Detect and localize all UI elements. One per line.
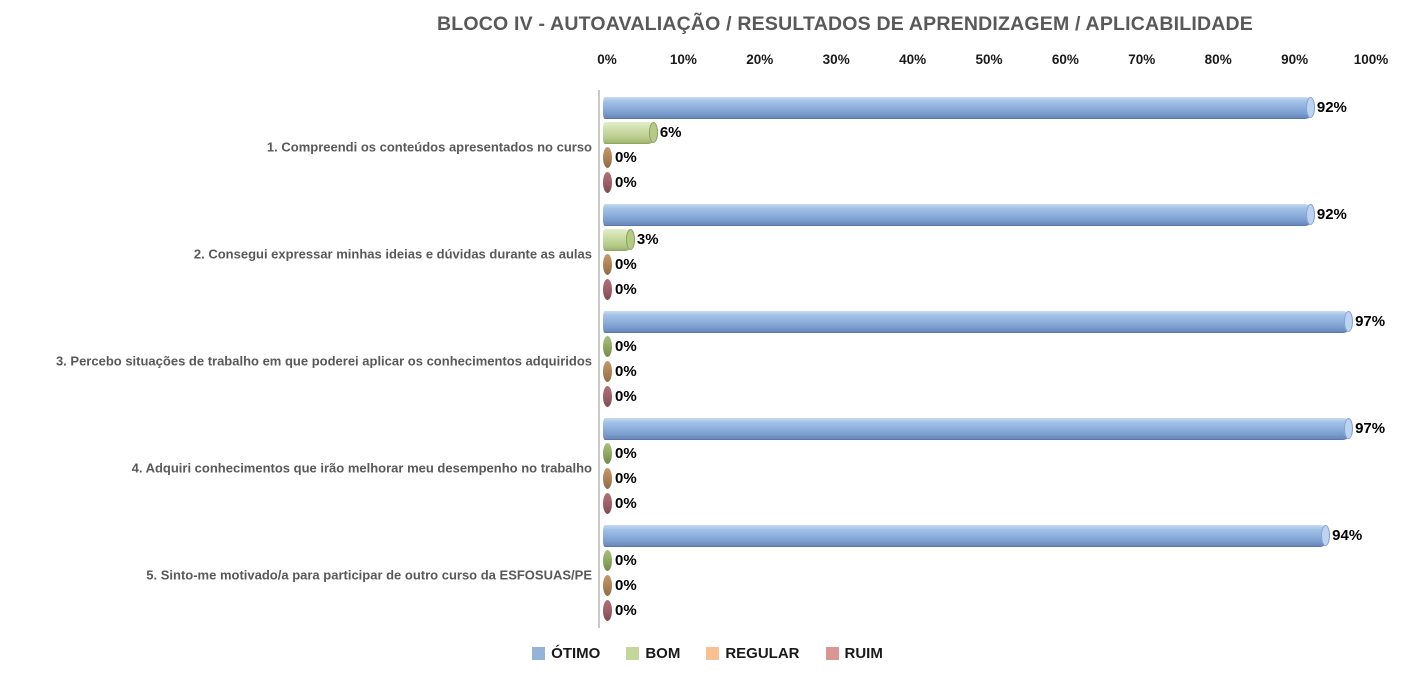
bar-bom bbox=[603, 336, 612, 357]
bar-value-label: 0% bbox=[615, 363, 637, 380]
bar-value-label: 0% bbox=[615, 388, 637, 405]
legend-swatch bbox=[532, 647, 546, 660]
bar-value-label: 0% bbox=[615, 470, 637, 487]
bar-regular bbox=[603, 575, 612, 596]
bar-value-label: 0% bbox=[615, 495, 637, 512]
bar-regular bbox=[603, 468, 612, 489]
legend-label: ÓTIMO bbox=[551, 645, 601, 662]
bar-value-label: 0% bbox=[615, 281, 637, 298]
legend-swatch bbox=[706, 647, 720, 660]
x-axis-tick: 0% bbox=[597, 52, 617, 67]
bar-bom bbox=[603, 229, 635, 251]
category-label: 3. Percebo situações de trabalho em que … bbox=[55, 353, 592, 369]
legend-label: REGULAR bbox=[725, 645, 800, 662]
x-axis-tick: 50% bbox=[975, 52, 1003, 67]
bar-value-label: 0% bbox=[615, 445, 637, 462]
x-axis-tick: 10% bbox=[669, 52, 697, 67]
x-axis-tick: 30% bbox=[822, 52, 850, 67]
bar-ruim bbox=[603, 172, 612, 193]
bar-value-label: 0% bbox=[615, 602, 637, 619]
x-axis-tick: 90% bbox=[1281, 52, 1309, 67]
category-label: 1. Compreendi os conteúdos apresentados … bbox=[266, 139, 592, 155]
category-label: 4. Adquiri conhecimentos que irão melhor… bbox=[131, 460, 592, 476]
legend-item-bom: BOM bbox=[626, 645, 680, 662]
bar-value-label: 0% bbox=[615, 338, 637, 355]
bar-bom bbox=[603, 550, 612, 571]
category-label: 5. Sinto-me motivado/a para participar d… bbox=[146, 567, 592, 583]
bar-ruim bbox=[603, 386, 612, 407]
x-axis-tick: 100% bbox=[1353, 52, 1389, 67]
category-label: 2. Consegui expressar minhas ideias e dú… bbox=[193, 246, 592, 262]
bar-bom bbox=[603, 122, 658, 144]
bar-value-label: 3% bbox=[636, 231, 659, 248]
bar-ótimo bbox=[603, 204, 1315, 226]
legend-label: BOM bbox=[645, 645, 681, 662]
x-axis-tick: 80% bbox=[1204, 52, 1232, 67]
bar-ótimo bbox=[603, 97, 1315, 119]
bar-ruim bbox=[603, 279, 612, 300]
legend-item-ruim: RUIM bbox=[825, 645, 883, 662]
bar-value-label: 97% bbox=[1355, 313, 1386, 330]
bar-value-label: 0% bbox=[615, 149, 637, 166]
legend: ÓTIMO BOM REGULAR RUIM bbox=[0, 645, 1415, 662]
x-axis-tick: 60% bbox=[1051, 52, 1079, 67]
legend-swatch bbox=[626, 647, 640, 660]
bar-value-label: 0% bbox=[615, 552, 637, 569]
legend-item-ótimo: ÓTIMO bbox=[532, 645, 600, 662]
bar-value-label: 0% bbox=[615, 174, 637, 191]
bar-ótimo bbox=[603, 311, 1354, 333]
legend-label: RUIM bbox=[844, 645, 883, 662]
bar-ótimo bbox=[603, 418, 1354, 440]
bar-ruim bbox=[603, 493, 612, 514]
bar-ruim bbox=[603, 600, 612, 621]
bar-ótimo bbox=[603, 525, 1331, 547]
x-axis-tick: 70% bbox=[1128, 52, 1156, 67]
bar-value-label: 6% bbox=[659, 124, 682, 141]
bar-regular bbox=[603, 361, 612, 382]
y-axis-line bbox=[598, 90, 600, 628]
bar-regular bbox=[603, 254, 612, 275]
bar-bom bbox=[603, 443, 612, 464]
bar-value-label: 92% bbox=[1316, 99, 1347, 116]
bar-value-label: 94% bbox=[1332, 527, 1363, 544]
legend-swatch bbox=[825, 647, 839, 660]
bar-value-label: 0% bbox=[615, 256, 637, 273]
legend-item-regular: REGULAR bbox=[706, 645, 800, 662]
bar-value-label: 0% bbox=[615, 577, 637, 594]
x-axis-tick: 20% bbox=[746, 52, 774, 67]
bar-value-label: 97% bbox=[1355, 420, 1386, 437]
x-axis-tick: 40% bbox=[899, 52, 927, 67]
bar-regular bbox=[603, 147, 612, 168]
bar-value-label: 92% bbox=[1316, 206, 1347, 223]
chart-title: BLOCO IV - AUTOAVALIAÇÃO / RESULTADOS DE… bbox=[436, 13, 1254, 35]
